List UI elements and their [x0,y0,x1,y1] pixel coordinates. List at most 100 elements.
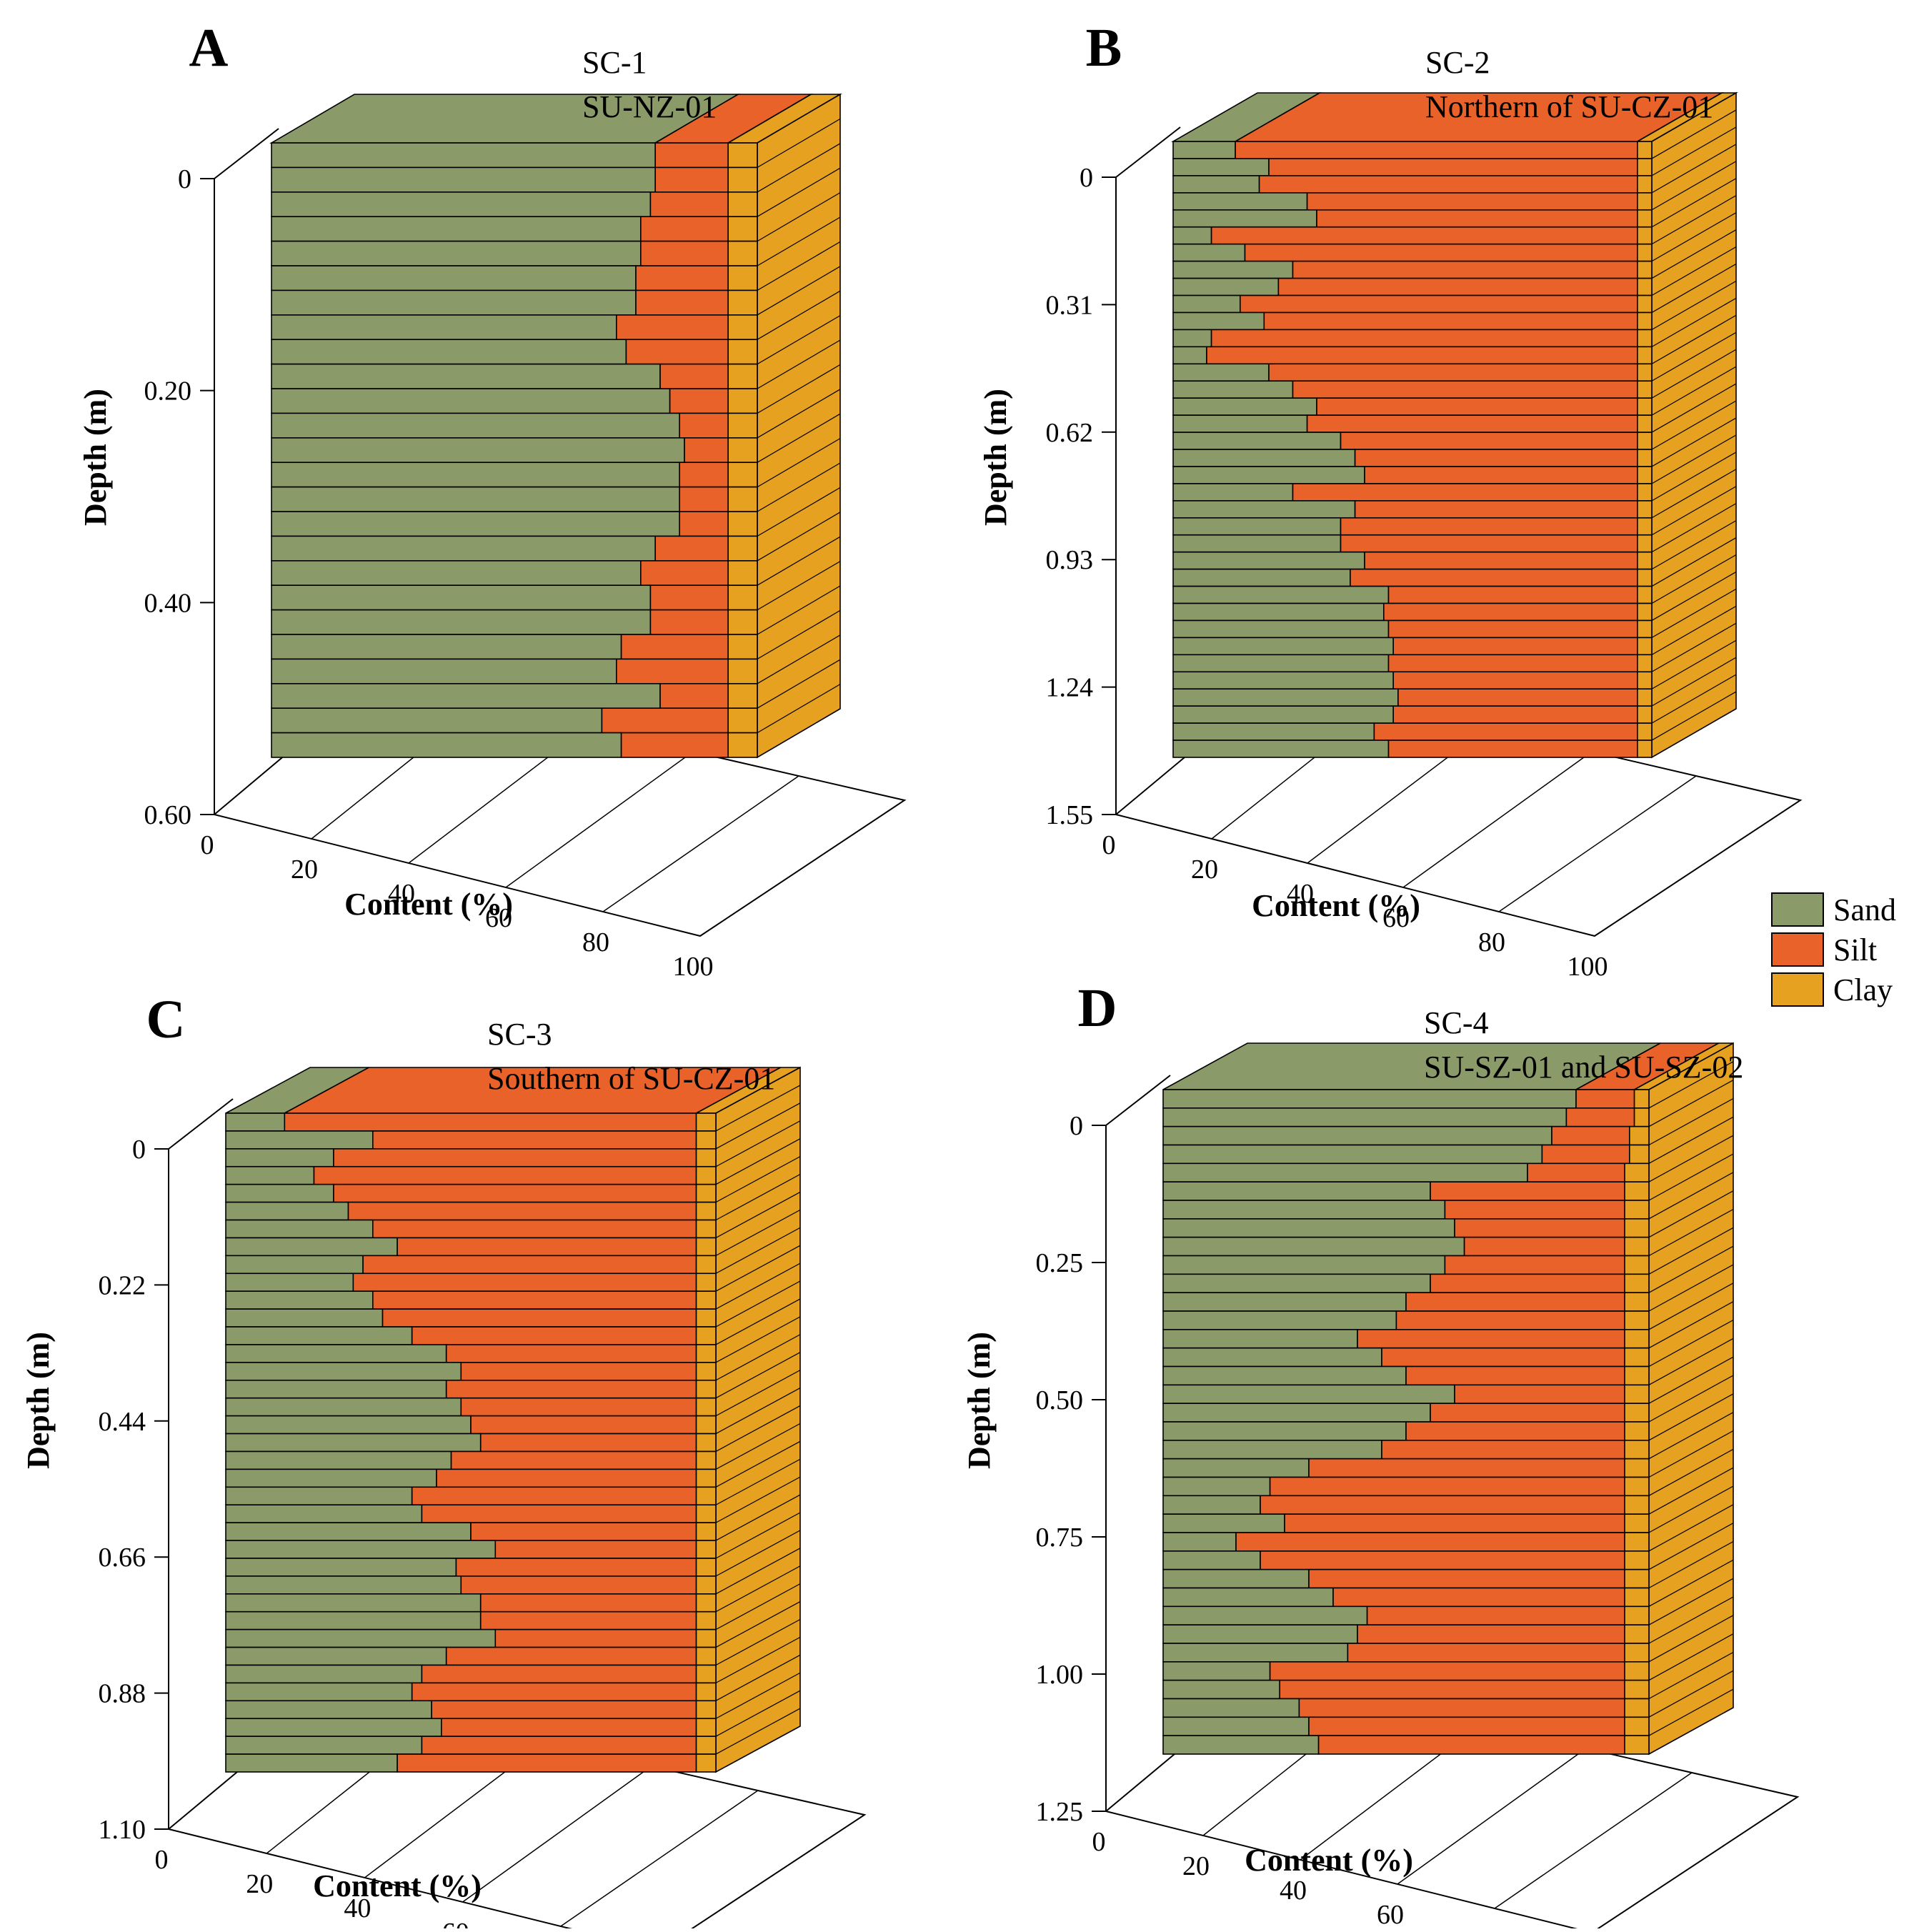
bar-sand [1172,534,1342,553]
bar-sand [1172,175,1260,194]
side-row-line [757,659,841,709]
bar-silt [620,634,729,660]
bar-clay [695,1718,717,1737]
back-wall-top [214,128,279,179]
bar-silt [421,1736,697,1755]
bar-silt [679,486,729,512]
bar-silt [1387,654,1638,673]
bar-sand [1162,1310,1397,1330]
bar-sand [225,1736,423,1755]
bar-sand [225,1450,452,1470]
bar-silt [347,1201,697,1221]
side-row-line [1648,1670,1734,1718]
bar-clay [727,486,758,512]
bar-silt [460,1575,697,1595]
bar-silt [615,314,729,340]
bar-silt [436,1468,697,1488]
floor-grid-line [1397,1748,1587,1885]
bar-clay [1633,1107,1650,1127]
bar-silt [649,191,729,217]
side-row-line [757,585,841,635]
side-row-line [757,364,841,414]
side-row-line [757,536,841,586]
bar-sand [1172,260,1294,279]
bar-sand [1162,1458,1310,1478]
bar-sand [1172,483,1294,502]
bar-clay [695,1468,717,1488]
bar-silt [1347,1643,1625,1663]
side-row-line [1648,1301,1734,1349]
bar-sand [225,1504,423,1523]
bar-clay [1624,1365,1650,1386]
bar-silt [635,289,729,316]
side-row-line [1651,469,1737,519]
depth-tick-label: 1.55 [1046,800,1094,830]
bar-silt [1397,688,1638,707]
bar-sand [1172,346,1207,365]
side-row-line [1648,1559,1734,1607]
bar-clay [1637,688,1653,707]
bar-sand [225,1575,462,1595]
bar-silt [1430,1403,1625,1423]
bar-sand [271,363,661,389]
side-row-line [1648,1283,1734,1330]
y-axis-title: Depth (m) [962,1332,997,1469]
bar-clay [1637,141,1653,159]
bar-silt [382,1308,697,1328]
side-row-line [715,1102,801,1150]
bar-sand [1162,1403,1431,1423]
depth-tick-label: 0.66 [99,1543,146,1573]
side-row-line [1651,639,1737,689]
depth-tick-label: 0.93 [1046,545,1094,575]
side-row-line [1651,178,1737,228]
bar-sand [1162,1181,1431,1201]
side-row-line [757,438,841,488]
side-row-line [715,1388,801,1435]
side-row-line [715,1298,801,1345]
bar-silt [397,1753,697,1773]
side-row-line [1648,1633,1734,1681]
content-tick-label: 40 [1287,879,1314,909]
side-row-line [1651,417,1737,467]
bar-clay [727,559,758,586]
side-row-line [715,1120,801,1167]
bar-sand [225,1201,349,1221]
depth-tick-label: 0.50 [1036,1385,1084,1415]
bar-clay [727,682,758,709]
legend-swatch-clay [1771,972,1824,1007]
bar-sand [1172,722,1375,741]
side-row-line [715,1156,801,1203]
side-row-line [715,1512,801,1559]
bar-sand [1172,158,1270,176]
back-wall-top [1115,126,1181,178]
bar-clay [695,1148,717,1167]
bar-silt [615,658,729,684]
content-tick-label: 0 [1092,1827,1106,1857]
content-tick-label: 60 [442,1918,469,1928]
bar-clay [1629,1125,1650,1146]
panel-letter: C [146,990,186,1050]
side-row-line [1651,366,1737,416]
legend: Sand Silt Clay [1771,892,1896,1007]
bar-clay [695,1736,717,1755]
depth-tick-label: 0 [1070,1111,1083,1141]
bar-silt [455,1558,697,1577]
bar-silt [1292,260,1638,279]
legend-label-clay: Clay [1833,972,1893,1007]
bar-silt [654,166,729,193]
bar-sand [1172,449,1356,467]
side-row-line [715,1708,801,1755]
side-row-line [1648,1412,1734,1460]
x-axis-title: Content (%) [1245,1843,1413,1878]
side-row-line [1648,1688,1734,1736]
bar-silt [649,609,729,635]
bar-sand [1162,1698,1300,1718]
bar-silt [1240,294,1638,314]
bar-sand [271,339,627,365]
bar-sand [225,1486,413,1506]
bar-sand [271,658,617,684]
bar-silt [333,1148,697,1167]
bar-sand [1172,226,1212,245]
bar-sand [225,1718,442,1737]
bar-silt [1340,534,1638,553]
